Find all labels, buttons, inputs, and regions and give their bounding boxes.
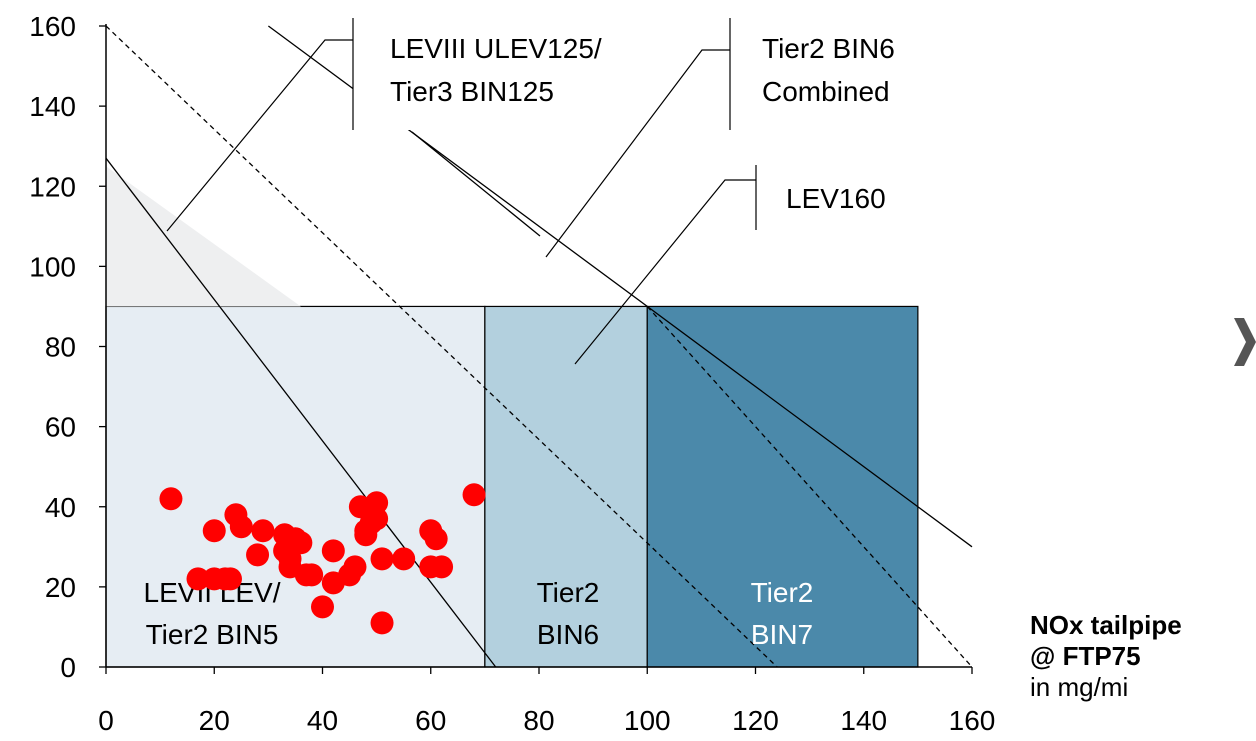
x-tick-label: 100 xyxy=(624,705,671,736)
x-tick-label: 140 xyxy=(840,705,887,736)
data-point xyxy=(246,543,270,567)
annotation-line: Combined xyxy=(762,76,890,107)
data-point xyxy=(311,595,334,619)
limit-region-triangle xyxy=(106,166,301,307)
annotation-panel-0 xyxy=(353,18,683,130)
x-tick-label: 120 xyxy=(732,705,779,736)
y-tick-label: 100 xyxy=(29,251,76,282)
x-axis-title-line-2: @ FTP75 xyxy=(1030,641,1141,671)
annotation-text-0: LEVIII ULEV125/Tier3 BIN125 xyxy=(390,33,602,107)
y-tick-label: 140 xyxy=(29,91,76,122)
region-0 xyxy=(105,305,486,668)
data-point xyxy=(365,507,389,531)
y-tick-label: 20 xyxy=(45,572,76,603)
data-point xyxy=(392,547,416,571)
x-tick-label: 0 xyxy=(98,705,114,736)
annotation-line: LEV160 xyxy=(786,183,886,214)
x-tick-label: 40 xyxy=(307,705,338,736)
y-tick-label: 40 xyxy=(45,492,76,523)
y-tick-label: 80 xyxy=(45,332,76,363)
data-point xyxy=(430,555,454,579)
region-label-1: Tier2 BIN6 xyxy=(537,577,600,650)
x-axis-title-line-1: NOx tailpipe xyxy=(1030,610,1182,640)
region-label-2: Tier2 BIN7 xyxy=(751,577,814,650)
annotation-leader-2 xyxy=(574,179,756,365)
limit-line-0 xyxy=(105,157,497,668)
region-label-line: Tier2 xyxy=(537,577,600,608)
data-point xyxy=(424,527,448,551)
y-tick-label: 0 xyxy=(60,652,76,683)
data-point xyxy=(343,555,367,579)
data-point xyxy=(370,611,394,635)
data-point xyxy=(218,567,242,591)
x-axis-unit: in mg/mi xyxy=(1030,672,1129,702)
chevron-right-icon[interactable] xyxy=(1234,318,1256,366)
data-point xyxy=(202,519,226,543)
x-tick-label: 60 xyxy=(415,705,446,736)
data-point xyxy=(289,531,313,555)
x-tick-label: 20 xyxy=(199,705,230,736)
x-tick-label: 80 xyxy=(523,705,554,736)
data-point xyxy=(370,547,394,571)
y-tick-label: 160 xyxy=(29,11,76,42)
region-label-line: BIN7 xyxy=(751,619,813,650)
annotation-line: Tier2 BIN6 xyxy=(762,33,895,64)
data-point xyxy=(251,519,275,543)
data-point xyxy=(365,491,389,515)
y-tick-label: 120 xyxy=(29,171,76,202)
data-point xyxy=(300,563,324,587)
annotation-panel-1 xyxy=(730,18,970,130)
annotation-panel-2 xyxy=(756,165,974,230)
region-label-line: Tier2 BIN5 xyxy=(146,619,279,650)
data-point xyxy=(462,483,486,507)
limit-line-1 xyxy=(105,25,778,668)
x-axis-title: NOx tailpipe @ FTP75 in mg/mi xyxy=(1030,610,1182,703)
y-tick-label: 60 xyxy=(45,412,76,443)
annotation-text-1: Tier2 BIN6 Combined xyxy=(762,33,895,107)
annotation-line: LEVIII ULEV125/ xyxy=(390,33,602,64)
data-point xyxy=(159,487,183,511)
region-label-line: Tier2 xyxy=(751,577,814,608)
x-tick-label: 160 xyxy=(949,705,996,736)
annotation-leader-0 xyxy=(166,39,353,232)
limit-line-segment xyxy=(411,131,541,237)
annotation-leader-1 xyxy=(545,49,730,258)
region-label-0: LEVII LEV/Tier2 BIN5 xyxy=(144,577,281,650)
data-point xyxy=(229,515,253,539)
region-1 xyxy=(484,305,648,668)
annotation-text-2: LEV160 xyxy=(786,183,886,214)
data-point xyxy=(186,567,210,591)
annotation-line: Tier3 BIN125 xyxy=(390,76,554,107)
region-2 xyxy=(646,305,919,668)
data-point xyxy=(321,539,345,563)
region-label-line: BIN6 xyxy=(537,619,599,650)
